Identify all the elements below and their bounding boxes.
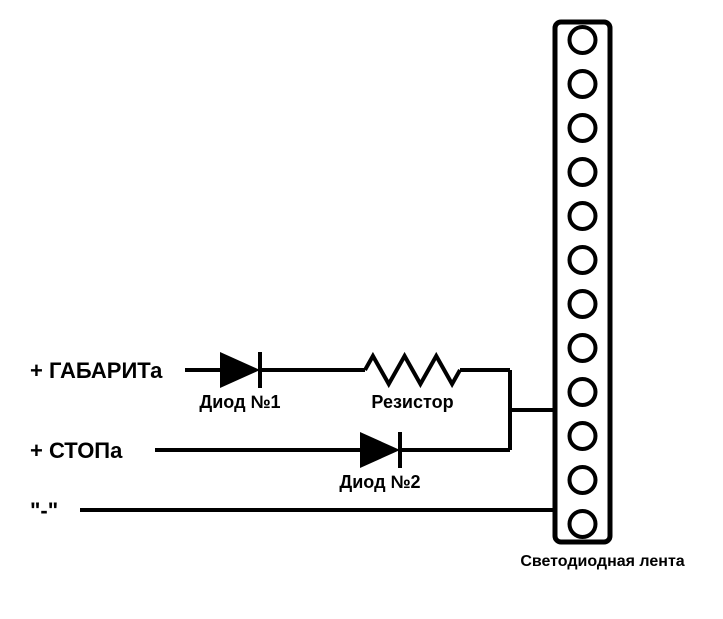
resistor-label: Резистор xyxy=(371,392,453,412)
led-strip-label: Светодиодная лента xyxy=(520,553,684,570)
input-minus-label: "-" xyxy=(30,498,58,523)
diode-2-label: Диод №2 xyxy=(339,472,420,492)
input-stop-label: + СТОПа xyxy=(30,438,123,463)
diode-1-label: Диод №1 xyxy=(199,392,280,412)
input-gabarit-label: + ГАБАРИТа xyxy=(30,358,163,383)
